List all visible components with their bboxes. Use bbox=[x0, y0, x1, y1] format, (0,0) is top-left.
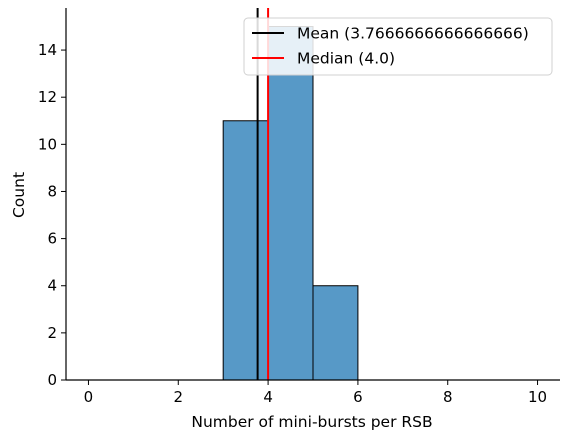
x-axis-label: Number of mini-bursts per RSB bbox=[191, 413, 432, 431]
legend-entry-label: Mean (3.7666666666666666) bbox=[297, 25, 529, 43]
y-tick-label: 0 bbox=[47, 371, 57, 389]
histogram-bar bbox=[222, 120, 269, 381]
axes bbox=[65, 8, 560, 381]
legend: Mean (3.7666666666666666) Median (4.0) bbox=[243, 17, 553, 76]
legend-entry-label: Median (4.0) bbox=[297, 50, 395, 68]
y-tick-label: 4 bbox=[47, 277, 57, 295]
x-tick-label: 0 bbox=[84, 388, 94, 406]
y-tick-label: 2 bbox=[47, 324, 57, 342]
legend-box bbox=[243, 17, 553, 76]
x-tick-label: 6 bbox=[353, 388, 363, 406]
y-tick-label: 14 bbox=[38, 41, 57, 59]
y-ticks: 0 2 4 6 8 10 12 14 bbox=[38, 41, 66, 389]
y-tick-label: 8 bbox=[47, 182, 57, 200]
histogram-bar bbox=[312, 285, 359, 381]
y-tick-label: 10 bbox=[38, 135, 57, 153]
x-ticks: 0 2 4 6 8 10 bbox=[84, 380, 547, 406]
x-tick-label: 8 bbox=[443, 388, 453, 406]
x-tick-label: 4 bbox=[263, 388, 273, 406]
x-tick-label: 2 bbox=[173, 388, 183, 406]
y-tick-label: 12 bbox=[38, 88, 57, 106]
histogram-bar bbox=[267, 25, 314, 381]
histogram-bars bbox=[222, 25, 359, 381]
y-axis-label: Count bbox=[10, 172, 28, 218]
x-tick-label: 10 bbox=[528, 388, 547, 406]
y-tick-label: 6 bbox=[47, 230, 57, 248]
